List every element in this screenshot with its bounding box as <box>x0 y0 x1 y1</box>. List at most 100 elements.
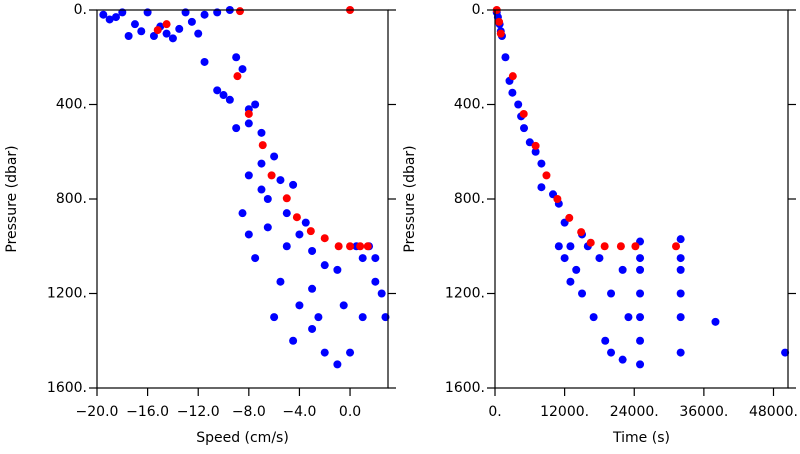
point <box>257 185 266 194</box>
point <box>168 34 177 43</box>
point <box>153 26 162 35</box>
point <box>282 209 291 218</box>
y-tick-label: 1200. <box>47 286 87 302</box>
point <box>636 313 645 322</box>
point <box>514 100 523 109</box>
point <box>276 176 285 185</box>
point <box>339 301 348 310</box>
x-tick-label: −12.0 <box>177 404 220 420</box>
point <box>607 348 616 357</box>
point <box>496 29 505 38</box>
point <box>99 10 108 19</box>
point <box>572 265 581 274</box>
x-tick-label: 12000. <box>540 404 589 420</box>
y-tick-label: 800. <box>454 191 485 207</box>
point <box>333 265 342 274</box>
point <box>320 234 329 243</box>
point <box>219 91 228 100</box>
point <box>618 265 627 274</box>
point <box>289 336 298 345</box>
point <box>320 261 329 270</box>
point <box>257 159 266 168</box>
point <box>676 235 685 244</box>
point <box>200 57 209 66</box>
point <box>636 336 645 345</box>
point <box>595 254 604 263</box>
point <box>781 348 790 357</box>
x-tick-label: −20.0 <box>76 404 119 420</box>
point <box>589 313 598 322</box>
point <box>636 360 645 369</box>
point <box>525 138 534 147</box>
point <box>137 27 146 36</box>
point <box>233 72 242 81</box>
point <box>495 17 504 26</box>
point <box>566 277 575 286</box>
point <box>282 242 291 251</box>
x-axis-label: Time (s) <box>612 430 670 446</box>
point <box>244 230 253 239</box>
point <box>213 86 222 95</box>
point <box>363 242 372 251</box>
point <box>346 348 355 357</box>
point <box>276 277 285 286</box>
point <box>111 13 120 22</box>
point <box>270 152 279 161</box>
point <box>333 360 342 369</box>
point <box>194 29 203 38</box>
y-tick-label: 400. <box>56 97 87 113</box>
y-tick-label: 1600. <box>47 380 87 396</box>
point <box>578 289 587 298</box>
point <box>676 254 685 263</box>
point <box>636 254 645 263</box>
point <box>225 95 234 104</box>
point <box>371 277 380 286</box>
point <box>554 242 563 251</box>
point <box>566 242 575 251</box>
point <box>577 228 586 237</box>
point <box>258 141 267 150</box>
point <box>149 31 158 40</box>
point <box>600 242 609 251</box>
point <box>292 213 301 222</box>
point <box>263 195 272 203</box>
point <box>282 194 291 203</box>
x-tick-label: −4.0 <box>282 404 316 420</box>
point <box>289 180 298 189</box>
point <box>508 72 517 81</box>
point <box>560 254 569 263</box>
point <box>320 348 329 357</box>
point <box>358 313 367 322</box>
point <box>301 218 310 227</box>
point <box>537 159 546 168</box>
y-axis-label: Pressure (dbar) <box>402 145 418 252</box>
point <box>257 128 266 137</box>
point <box>508 88 517 97</box>
point <box>244 109 253 118</box>
point <box>616 242 625 251</box>
point <box>334 242 343 251</box>
y-tick-label: 1200. <box>445 286 485 302</box>
point <box>631 242 640 251</box>
y-tick-label: 400. <box>454 97 485 113</box>
point <box>308 324 317 333</box>
point <box>270 313 279 322</box>
x-tick-label: 36000. <box>679 404 728 420</box>
x-tick-label: 0. <box>488 404 501 420</box>
point <box>618 355 627 364</box>
point <box>711 317 720 326</box>
point <box>175 24 184 33</box>
point <box>636 289 645 298</box>
point <box>187 17 196 26</box>
y-tick-label: 800. <box>56 191 87 207</box>
point <box>553 195 562 203</box>
point <box>314 313 323 322</box>
x-tick-label: 24000. <box>610 404 659 420</box>
point <box>124 31 133 40</box>
point <box>263 223 272 232</box>
point <box>238 65 247 74</box>
point <box>531 141 540 150</box>
point <box>267 171 276 180</box>
y-tick-label: 0. <box>74 2 87 18</box>
